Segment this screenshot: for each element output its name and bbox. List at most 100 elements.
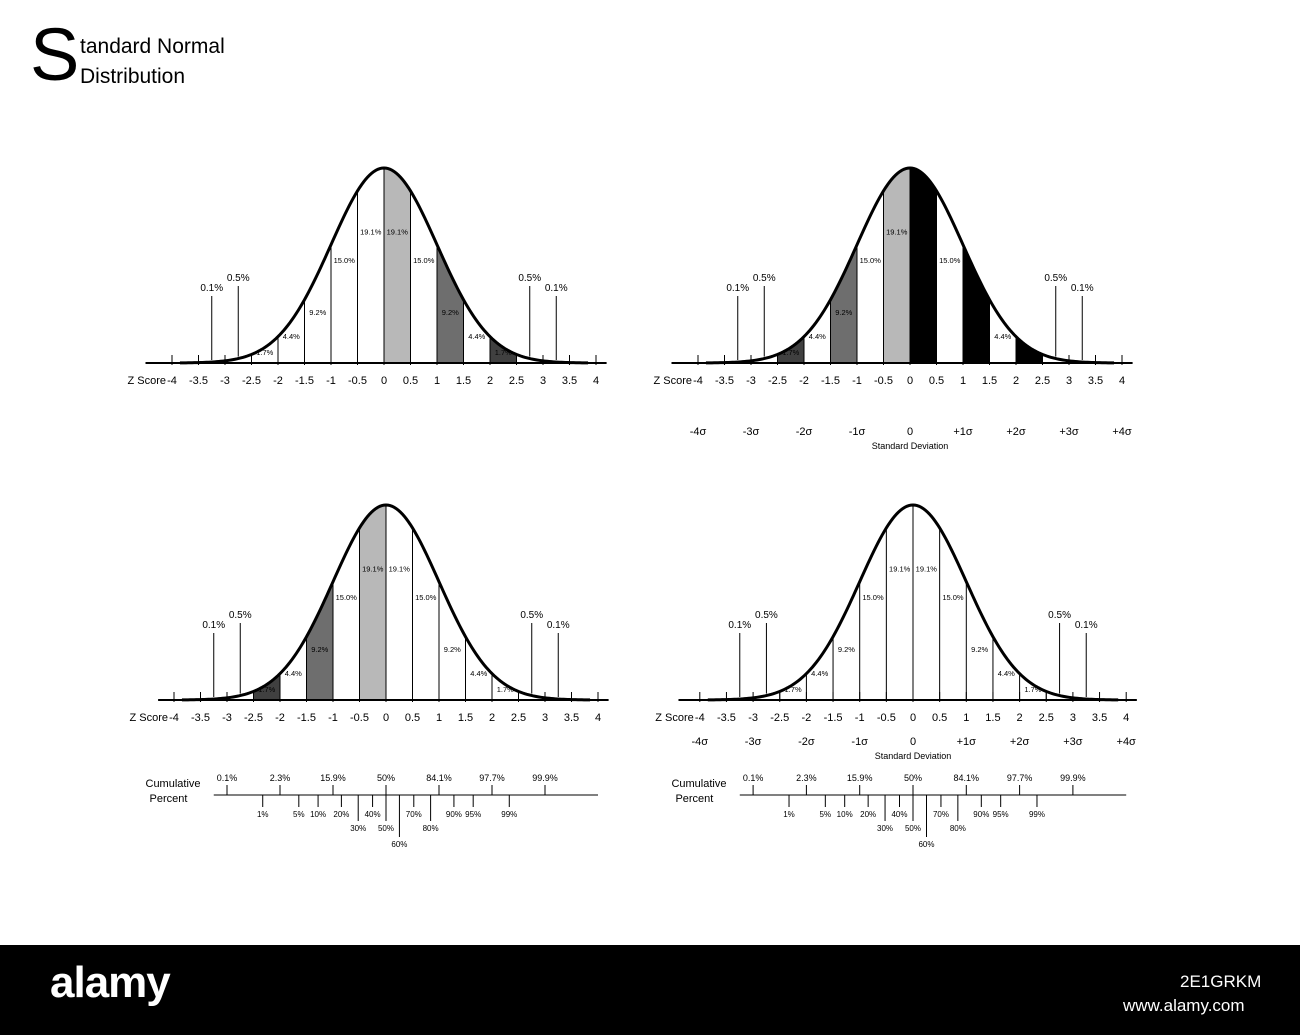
bottom-right-cumulative-lower-label: 99% [1029,810,1045,819]
bottom-right-sigma-axis-label: Standard Deviation [875,751,952,761]
bottom-left-z-tick-label: 3 [542,712,548,724]
top-right-sigma-label: +4σ [1112,426,1132,438]
bottom-right-segment-label: 4.4% [998,669,1015,678]
top-left-bell-curve [179,166,589,365]
bottom-left-z-tick-label: -4 [169,712,179,724]
bottom-right-segment-4 [833,581,860,700]
bottom-right-segment-label: 9.2% [971,645,988,654]
top-left-z-tick-label: 1 [434,375,440,387]
top-left-callout-label: 0.5% [518,273,541,284]
top-right-segment-5 [857,190,884,363]
bottom-right-segment-label: 19.1% [889,564,911,573]
bottom-left-cumulative-lower-label: 20% [333,810,349,819]
top-right-segment-4 [830,244,857,363]
bottom-right-cumulative-upper-label: 97.7% [1007,773,1033,783]
bottom-left-segment-7 [386,505,413,700]
bottom-right-z-tick-label: -4 [695,712,705,724]
top-left-segment-9 [437,244,464,363]
top-left-z-tick-label: -1.5 [295,375,314,387]
image-id: 2E1GRKM [1180,972,1262,991]
top-left-z-tick-label: -4 [167,375,177,387]
bottom-right-sigma-label: +1σ [957,736,977,748]
bottom-right-z-tick-label: -3 [748,712,758,724]
bottom-left-segment-label: 19.1% [389,564,411,573]
bottom-left-z-tick-label: 0 [383,712,389,724]
top-right-segment-7 [910,168,937,363]
top-left-z-tick-label: 4 [593,375,599,387]
top-right-segment-8 [936,190,963,363]
bottom-right-z-tick-label: 1 [963,712,969,724]
bottom-left-z-tick-label: 2.5 [511,712,526,724]
bottom-left-cumulative-lower-label: 90% [446,810,462,819]
top-left-segment-label: 19.1% [360,227,382,236]
bottom-left-z-tick-label: -3 [222,712,232,724]
bottom-left-segment-label: 15.0% [336,593,358,602]
bottom-right-segment-label: 15.0% [942,593,964,602]
bottom-left-cumulative-lower-label: 70% [406,810,422,819]
bottom-right-z-tick-label: 1.5 [985,712,1000,724]
bottom-left-z-tick-label: -0.5 [350,712,369,724]
title-line-2: Distribution [80,65,186,88]
bottom-right-callout-label: 0.5% [1048,610,1071,621]
top-right-callout-label: 0.5% [1044,273,1067,284]
bottom-left-segment-label: 1.7% [258,685,275,694]
top-left-segment-label: 15.0% [413,256,435,265]
bottom-left-callout-label: 0.1% [202,620,225,631]
bottom-right-sigma-label: +4σ [1117,736,1137,748]
title-initial: S [30,13,80,96]
bottom-left-cumulative-label-1: Cumulative [146,778,201,790]
bottom-left-callout-label: 0.1% [547,620,570,631]
bottom-left-segment-label: 1.7% [497,685,514,694]
bottom-right-callout-label: 0.1% [728,620,751,631]
top-left-z-tick-label: 3.5 [562,375,577,387]
top-right-z-tick-label: 0.5 [929,375,944,387]
bottom-left-segment-4 [306,581,333,700]
top-left-segment-label: 9.2% [442,308,459,317]
bottom-left-cumulative-lower-label: 99% [501,810,517,819]
bottom-left-z-tick-label: 1 [436,712,442,724]
bottom-right-cumulative-lower-label: 1% [783,810,795,819]
top-right-callout-label: 0.5% [753,273,776,284]
bottom-left-cumulative-lower-label: 40% [365,810,381,819]
bottom-right-segment-label: 19.1% [916,564,938,573]
bottom-left-cumulative-lower-label: 80% [423,824,439,833]
top-right-segment-label: 15.0% [860,256,882,265]
top-right-z-axis-label: Z Score [653,375,692,387]
bottom-right-sigma-label: 0 [910,736,916,748]
bottom-left-segment-label: 9.2% [444,645,461,654]
bottom-right-cumulative-lower-label: 5% [820,810,832,819]
top-right-sigma-label: -4σ [690,426,707,438]
bottom-left-segment-8 [412,527,439,700]
top-left-callout-label: 0.5% [227,273,250,284]
bottom-right-sigma-label: -2σ [798,736,815,748]
bottom-right-cumulative-lower-label: 30% [877,824,893,833]
top-left-z-tick-label: -2 [273,375,283,387]
top-right-z-tick-label: -1.5 [821,375,840,387]
top-left-callout-label: 0.1% [200,283,223,294]
bottom-left-segment-label: 9.2% [311,645,328,654]
top-right-z-tick-label: 3.5 [1088,375,1103,387]
top-right-sigma-label: -1σ [849,426,866,438]
top-left-segment-label: 19.1% [387,227,409,236]
bottom-right-segment-10 [992,636,1020,700]
bottom-right-cumulative-label-2: Percent [675,793,713,805]
bottom-left-z-tick-label: 1.5 [458,712,473,724]
bottom-right-cumulative-upper-label: 2.3% [796,773,817,783]
bottom-right-z-tick-label: 0 [910,712,916,724]
bottom-right-sigma-label: +2σ [1010,736,1030,748]
bottom-right-z-tick-label: -2.5 [770,712,789,724]
top-left-segment-3 [278,299,305,363]
alamy-logo: alamy [50,958,171,1007]
top-left-z-tick-label: 2.5 [509,375,524,387]
top-right-z-tick-label: 2 [1013,375,1019,387]
top-right-z-tick-label: -3.5 [715,375,734,387]
top-right-sigma-label: +2σ [1006,426,1026,438]
bottom-left-segment-9 [439,581,466,700]
bottom-right-segment-label: 9.2% [838,645,855,654]
bottom-right-segment-label: 1.7% [785,685,802,694]
bottom-left-segment-label: 4.4% [470,669,487,678]
bottom-right-bell-curve [707,503,1119,702]
bottom-right-cumulative-upper-label: 50% [904,773,922,783]
bottom-left-segment-label: 4.4% [285,669,302,678]
top-right-z-tick-label: 1 [960,375,966,387]
